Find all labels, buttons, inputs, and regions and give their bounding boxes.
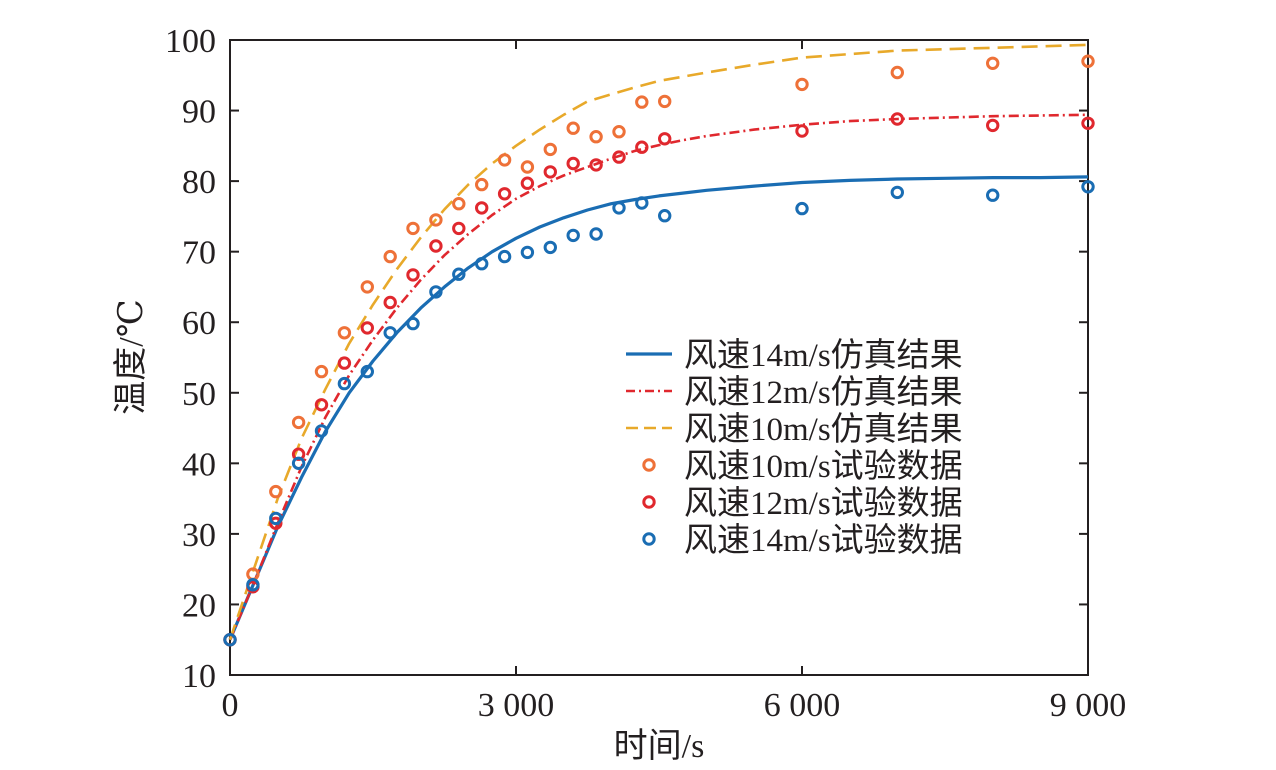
data-point — [566, 156, 580, 171]
data-point — [986, 56, 1000, 70]
series-line — [228, 175, 1089, 641]
plot-frame — [229, 39, 1089, 676]
data-point — [383, 295, 397, 310]
data-point — [566, 228, 580, 243]
data-point — [337, 376, 352, 391]
legend: 风速14m/s仿真结果风速12m/s仿真结果风速10m/s仿真结果风速10m/s… — [626, 337, 963, 559]
legend-label: 风速12m/s试验数据 — [684, 485, 963, 522]
data-point — [452, 221, 466, 236]
legend-label: 风速10m/s仿真结果 — [684, 411, 963, 448]
y-axis-label: 温度/℃ — [112, 299, 150, 414]
data-point — [986, 118, 1000, 133]
data-point — [383, 249, 397, 264]
data-point — [314, 398, 329, 412]
legend-label: 风速14m/s仿真结果 — [684, 337, 963, 374]
data-point — [360, 321, 374, 335]
y-tick-label: 30 — [182, 517, 216, 554]
x-tick-label: 6 000 — [764, 687, 841, 724]
experimental-markers — [223, 54, 1095, 647]
data-point — [337, 356, 352, 370]
data-point — [1081, 180, 1095, 194]
data-point — [475, 257, 489, 271]
data-point — [589, 227, 603, 241]
data-point — [223, 633, 237, 647]
legend-marker-swatch — [642, 532, 656, 546]
y-tick-label: 10 — [182, 658, 216, 695]
x-tick-label: 3 000 — [478, 687, 555, 724]
data-point — [291, 456, 306, 470]
data-point — [635, 196, 649, 210]
data-point — [429, 213, 443, 227]
x-tick-label: 0 — [222, 687, 239, 724]
data-point — [589, 158, 603, 172]
data-point — [543, 165, 557, 179]
y-axis-ticks: 10 20 30 40 50 60 70 80 90 100 — [165, 23, 1088, 695]
legend-marker-swatch — [642, 495, 656, 509]
data-point — [520, 160, 535, 174]
x-axis-label: 时间/s — [614, 728, 705, 765]
data-point — [795, 124, 809, 138]
data-point — [337, 326, 352, 340]
data-point — [291, 415, 306, 430]
y-tick-label: 100 — [165, 23, 216, 60]
data-point — [890, 112, 904, 126]
data-point — [520, 176, 535, 190]
data-point — [246, 578, 260, 592]
legend-label: 风速14m/s试验数据 — [684, 522, 963, 559]
data-point — [383, 326, 397, 340]
data-point — [497, 187, 512, 201]
data-point — [986, 188, 1000, 202]
data-point — [589, 130, 603, 144]
data-point — [658, 209, 672, 223]
data-point — [269, 516, 283, 530]
data-point — [314, 424, 329, 438]
data-point — [795, 201, 809, 216]
data-point — [497, 153, 512, 167]
data-point — [406, 221, 420, 236]
y-tick-label: 80 — [182, 164, 216, 201]
data-point — [1081, 54, 1095, 68]
data-point — [475, 201, 489, 215]
y-tick-label: 20 — [182, 587, 216, 624]
legend-label: 风速12m/s仿真结果 — [684, 374, 963, 411]
data-point — [269, 511, 283, 526]
data-point — [890, 65, 904, 80]
y-tick-label: 60 — [182, 305, 216, 342]
data-point — [360, 364, 374, 379]
data-point — [795, 77, 809, 92]
data-point — [406, 268, 420, 282]
legend-marker-swatch — [642, 458, 656, 472]
data-point — [543, 240, 557, 255]
data-point — [612, 150, 626, 164]
data-point — [269, 484, 283, 499]
legend-label: 风速10m/s试验数据 — [684, 448, 963, 485]
y-tick-label: 50 — [182, 376, 216, 413]
x-tick-label: 9 000 — [1050, 687, 1127, 724]
data-point — [429, 285, 443, 299]
data-point — [635, 95, 649, 109]
data-point — [566, 121, 580, 135]
data-point — [635, 140, 649, 154]
data-point — [452, 197, 466, 211]
data-point — [612, 201, 626, 215]
data-point — [1081, 116, 1095, 131]
data-point — [314, 364, 329, 379]
data-point — [406, 316, 420, 331]
data-point — [360, 280, 374, 294]
data-point — [475, 177, 489, 192]
data-point — [658, 94, 672, 109]
data-point — [612, 125, 626, 139]
data-point — [497, 249, 512, 264]
data-point — [890, 185, 904, 200]
x-axis-ticks: 0 3 000 6 000 9 000 — [222, 40, 1127, 724]
data-point — [452, 267, 466, 281]
y-tick-label: 90 — [182, 94, 216, 131]
y-tick-label: 40 — [182, 446, 216, 483]
data-point — [543, 142, 557, 157]
data-point — [520, 245, 535, 260]
y-tick-label: 70 — [182, 235, 216, 272]
data-point — [429, 239, 443, 253]
data-point — [658, 132, 672, 146]
